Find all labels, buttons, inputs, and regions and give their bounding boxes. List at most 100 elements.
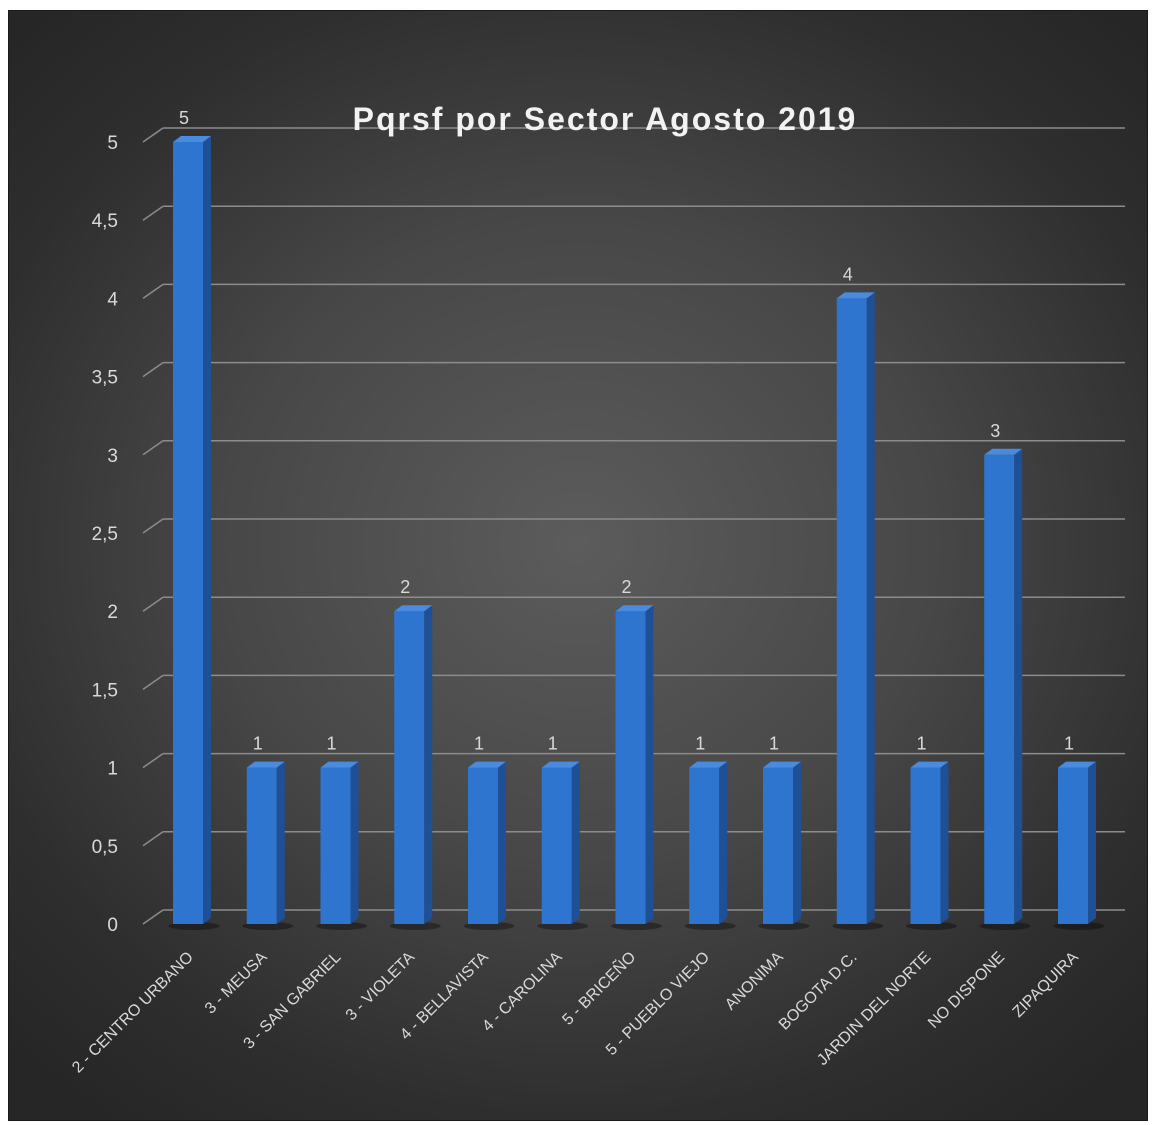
bar-front (541, 767, 572, 924)
bar (316, 761, 367, 930)
data-label: 1 (253, 734, 263, 754)
bar-top (320, 761, 359, 768)
gridline-depth (142, 440, 164, 456)
bar (684, 761, 736, 930)
bar (537, 761, 589, 930)
bar-front (394, 611, 425, 924)
bar-side (1088, 761, 1096, 924)
y-tick-label: 3,5 (92, 368, 118, 389)
bar (168, 136, 220, 930)
bar-side (276, 761, 285, 924)
bar-front (984, 454, 1015, 924)
y-tick-label: 4 (107, 289, 118, 310)
gridline-depth (142, 518, 164, 534)
gridline-depth (142, 361, 164, 378)
bar-top (541, 761, 580, 768)
gridline-depth (142, 127, 164, 143)
bar-front (836, 298, 867, 924)
bar-front (320, 767, 351, 924)
bar (979, 448, 1031, 930)
data-label: 1 (769, 734, 779, 754)
bar-side (1014, 448, 1023, 924)
bar (906, 761, 957, 930)
chart-title: Pqrsf por Sector Agosto 2019 (353, 101, 858, 137)
bar-side (940, 761, 949, 924)
gridline-depth (142, 674, 164, 691)
data-label: 1 (695, 734, 705, 754)
x-category-label: BOGOTA D.C. (776, 949, 861, 1034)
bar-top (468, 761, 506, 768)
data-label: 2 (400, 577, 410, 597)
bar-top (394, 605, 433, 612)
data-label: 2 (621, 577, 631, 597)
gridline-depth (142, 283, 164, 300)
gridline-depth (142, 205, 164, 221)
x-category-label: 2 - CENTRO URBANO (69, 949, 197, 1077)
bar-top (1058, 761, 1096, 768)
bar (611, 605, 662, 930)
bar-side (350, 761, 359, 924)
y-tick-label: 0,5 (92, 837, 118, 858)
bar (463, 761, 515, 930)
data-label: 1 (548, 734, 558, 754)
labels: 0 0,5 1 1,5 2 2,5 3 3,5 4 4,5 5 5 2 - CENTRO URBANO 1… (69, 108, 1082, 1076)
bar-side (866, 292, 875, 924)
bar-side (645, 605, 654, 924)
bar-top (836, 292, 875, 299)
y-tick-label: 3 (107, 446, 118, 467)
data-label: 5 (179, 108, 189, 128)
bar-top (173, 136, 211, 142)
data-label: 1 (326, 734, 336, 754)
bar-front (468, 767, 498, 924)
bar-side (424, 605, 433, 924)
bar (389, 605, 441, 930)
data-label: 1 (916, 734, 926, 754)
x-category-label: NO DISPONE (925, 949, 1008, 1032)
data-label: 1 (1064, 734, 1074, 754)
bar-side (719, 761, 728, 924)
x-category-label: 4 - CAROLINA (479, 949, 565, 1035)
bar-side (498, 761, 506, 924)
x-category-label: ZIPAQUIRA (1010, 949, 1082, 1021)
bar-top (689, 761, 728, 768)
bar-top (246, 761, 285, 768)
x-category-label: ANONIMA (722, 949, 787, 1014)
bar-side (571, 761, 580, 924)
data-label: 4 (843, 264, 853, 284)
y-tick-label: 2,5 (92, 524, 118, 545)
y-tick-label: 4,5 (92, 211, 118, 232)
bar (832, 292, 884, 930)
x-category-label: 5 - BRICEÑO (557, 947, 639, 1029)
bar-front (173, 142, 203, 924)
gridline-depth (142, 909, 164, 925)
bar-side (793, 761, 801, 924)
bars (168, 136, 1105, 930)
gridline-depth (142, 596, 164, 612)
bar-top (615, 605, 654, 612)
bar-front (910, 767, 941, 924)
bar-top (910, 761, 949, 768)
gridline-depth (142, 752, 164, 769)
bar-top (984, 448, 1023, 455)
y-tick-label: 1,5 (92, 680, 118, 701)
data-label: 3 (990, 421, 1000, 441)
gridline-depth (142, 831, 164, 847)
data-label: 1 (474, 734, 484, 754)
bar-front (1058, 767, 1088, 924)
bar-front (763, 767, 793, 924)
y-tick-label: 2 (107, 602, 118, 623)
x-category-label: 3 - VIOLETA (343, 949, 419, 1025)
y-tick-label: 0 (107, 915, 118, 936)
x-category-label: 3 - MEUSA (202, 949, 271, 1018)
bar (1053, 761, 1105, 930)
bar (758, 761, 810, 930)
bar-front (246, 767, 277, 924)
y-tick-label: 1 (107, 759, 118, 780)
bar (242, 761, 294, 930)
bar-top (763, 761, 801, 768)
bar-front (689, 767, 720, 924)
bar-side (203, 136, 211, 924)
y-tick-label: 5 (107, 133, 118, 154)
